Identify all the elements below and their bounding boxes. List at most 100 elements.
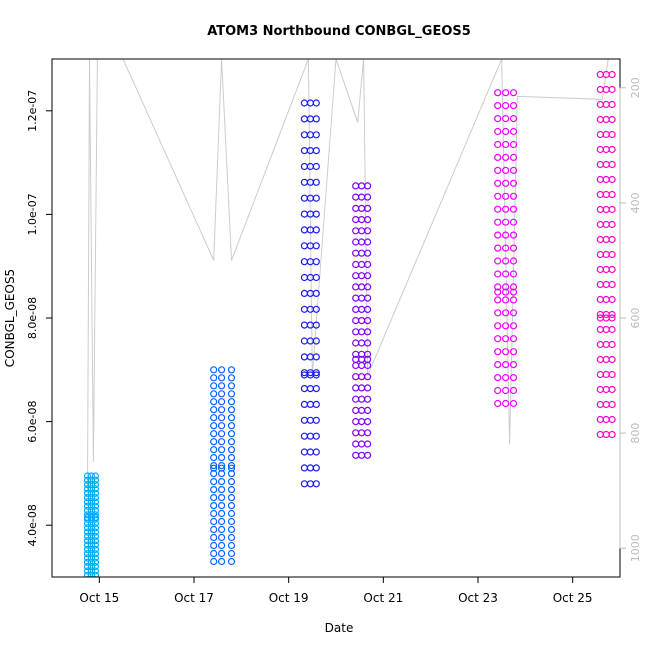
data-point (352, 361, 360, 370)
data-point (210, 557, 218, 566)
data-point (509, 244, 518, 252)
data-point (608, 160, 616, 169)
data-point (364, 317, 372, 325)
data-point (509, 140, 518, 149)
data-point (364, 328, 372, 336)
data-point (602, 205, 610, 214)
data-point (509, 127, 518, 136)
data-point (87, 541, 96, 549)
data-point (358, 317, 366, 325)
data-point (352, 429, 360, 437)
data-point (602, 400, 610, 409)
data-point (306, 464, 314, 472)
data-point (300, 480, 308, 488)
data-point (306, 131, 314, 139)
data-point (227, 438, 236, 446)
data-point (312, 131, 320, 139)
data-point (358, 283, 366, 291)
data-point (227, 533, 236, 542)
data-point (352, 227, 360, 235)
data-point (227, 414, 236, 422)
data-point (509, 374, 518, 382)
data-point (312, 480, 320, 488)
data-point (602, 295, 610, 304)
data-point (596, 265, 604, 274)
data-point (210, 494, 218, 502)
data-point (83, 476, 92, 484)
data-point (300, 115, 308, 123)
data-point (364, 384, 372, 392)
data-point (87, 476, 96, 484)
data-point (218, 486, 226, 494)
data-point (312, 289, 320, 297)
data-point (602, 115, 610, 124)
data-point (227, 374, 236, 382)
data-point (494, 335, 502, 343)
data-point (502, 192, 510, 200)
data-point (608, 430, 616, 439)
data-point (358, 429, 366, 437)
data-point (608, 314, 616, 322)
data-point (300, 210, 308, 218)
data-point (364, 272, 372, 280)
data-point (352, 272, 360, 280)
data-point (509, 192, 518, 200)
data-point (87, 485, 96, 493)
data-point (300, 448, 308, 456)
data-point (502, 374, 510, 382)
data-point (596, 295, 604, 304)
y-tick-label: 1.2e-07 (26, 90, 39, 132)
data-point (608, 250, 616, 259)
x-tick-label: Oct 25 (553, 591, 593, 605)
data-point (300, 321, 308, 329)
data-point (502, 153, 510, 161)
data-point (494, 179, 502, 187)
data-point (218, 557, 226, 566)
data-point (364, 193, 372, 201)
y2-tick-label: 400 (629, 192, 642, 213)
data-point (83, 558, 92, 566)
data-point (227, 502, 236, 510)
data-point (91, 481, 100, 489)
data-point (306, 147, 314, 155)
data-point (218, 494, 226, 502)
data-point (218, 462, 226, 470)
data-point (218, 470, 226, 478)
data-point (494, 374, 502, 382)
data-point (300, 353, 308, 361)
data-point (602, 190, 610, 199)
data-point (608, 130, 616, 139)
data-point (596, 70, 604, 79)
data-point (306, 305, 314, 313)
data-point (300, 416, 308, 424)
data-point (602, 430, 610, 439)
data-point (352, 395, 360, 403)
data-point (83, 571, 92, 577)
data-point (91, 558, 100, 566)
data-point (227, 486, 236, 494)
data-point (602, 355, 610, 364)
data-point (502, 335, 510, 343)
data-point (602, 280, 610, 289)
data-point (352, 238, 360, 246)
data-point (300, 131, 308, 139)
data-point (83, 506, 92, 515)
data-point (306, 289, 314, 297)
y-tick-label: 1.0e-07 (26, 193, 39, 235)
data-point (227, 430, 236, 438)
data-point (218, 398, 226, 406)
data-point (602, 385, 610, 394)
data-point (509, 218, 518, 226)
data-point (352, 418, 360, 426)
data-point (596, 205, 604, 214)
data-point (210, 478, 218, 486)
data-point (83, 567, 92, 575)
data-point (608, 220, 616, 229)
data-point (227, 446, 236, 454)
data-point (91, 498, 100, 506)
x-axis: Oct 15 Oct 17 Oct 19 Oct 21 Oct 23 Oct 25 (79, 576, 593, 605)
data-point (227, 464, 236, 472)
data-point (218, 509, 226, 518)
data-point (494, 114, 502, 123)
